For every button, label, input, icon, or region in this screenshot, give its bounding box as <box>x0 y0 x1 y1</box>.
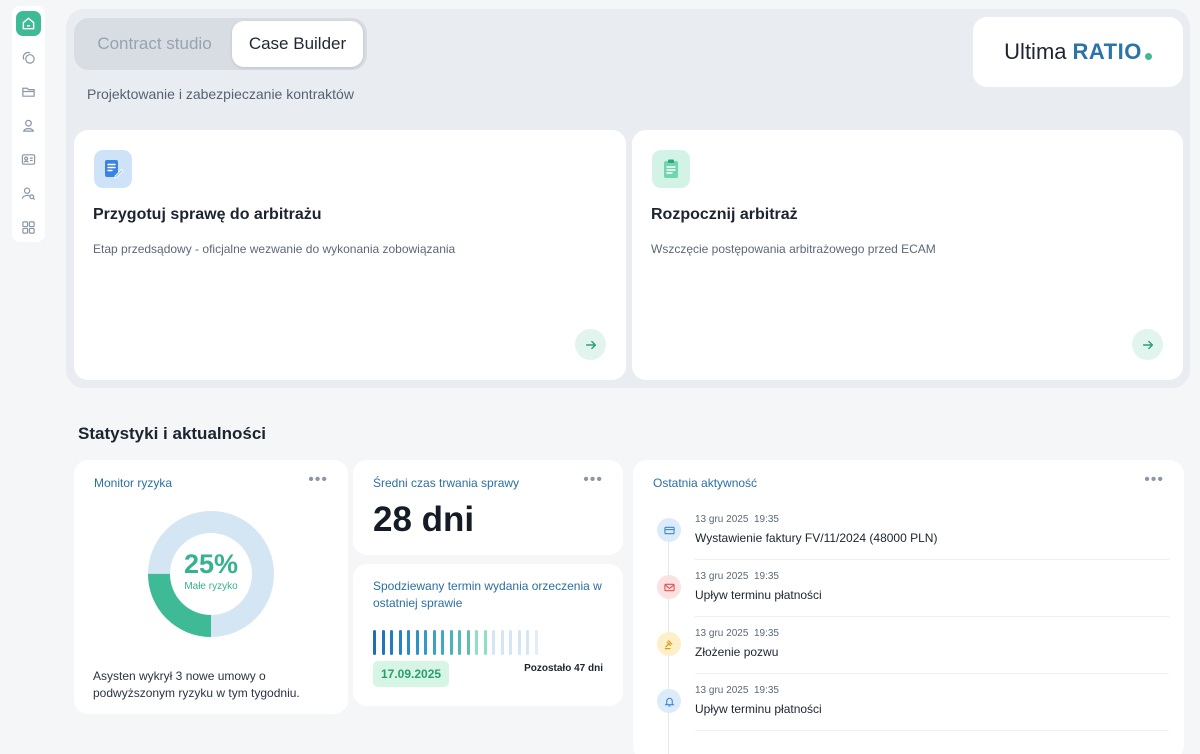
progress-bar-segment <box>500 630 504 655</box>
invoice-icon <box>657 518 681 542</box>
progress-bar-segment <box>398 630 402 655</box>
gavel-icon <box>657 632 681 656</box>
id-card-icon[interactable] <box>16 147 41 172</box>
expected-ruling-card: Spodziewany termin wydania orzeczenia w … <box>353 564 623 706</box>
progress-bar-segment <box>534 630 538 655</box>
folder-icon[interactable] <box>16 79 41 104</box>
activity-item[interactable]: 13 gru 2025 19:35 Upływ terminu płatnośc… <box>633 685 1184 742</box>
tab-case-builder[interactable]: Case Builder <box>232 21 363 67</box>
risk-status: Małe ryzyko <box>184 581 238 592</box>
mode-tabs: Contract studio Case Builder <box>74 18 367 70</box>
card-title: Przygotuj sprawę do arbitrażu <box>93 206 322 223</box>
case-builder-panel: Contract studio Case Builder Projektowan… <box>66 9 1190 388</box>
progress-bar-segment <box>475 630 478 655</box>
clipboard-icon <box>652 150 690 188</box>
progress-bar-segment <box>458 630 461 655</box>
progress-bar-segment <box>390 630 393 655</box>
user-search-icon[interactable] <box>16 181 41 206</box>
risk-monitor-card: Monitor ryzyka ••• 25% Małe ryzyko Asyst… <box>74 460 348 714</box>
progress-bar-segment <box>441 630 444 655</box>
activity-title: Złożenie pozwu <box>695 645 779 659</box>
progress-bar-segment <box>381 630 385 655</box>
activity-time: 13 gru 2025 19:35 <box>695 628 779 639</box>
progress-bar-segment <box>509 630 512 655</box>
progress-bar-segment <box>424 630 427 655</box>
apps-grid-icon[interactable] <box>16 215 41 240</box>
progress-bar-segment <box>466 630 470 655</box>
card-description: Etap przedsądowy - oficjalne wezwanie do… <box>93 242 456 256</box>
activity-item[interactable]: 13 gru 2025 19:35 Złożenie pozwu <box>633 628 1184 685</box>
progress-bar-segment <box>492 630 495 655</box>
activity-title: Upływ terminu płatności <box>695 702 822 716</box>
coins-icon[interactable] <box>16 45 41 70</box>
divider <box>695 730 1169 731</box>
tab-contract-studio[interactable]: Contract studio <box>97 34 212 53</box>
more-options-icon[interactable]: ••• <box>1144 471 1164 488</box>
prepare-arbitration-card[interactable]: Przygotuj sprawę do arbitrażu Etap przed… <box>74 130 626 380</box>
card-label: Spodziewany termin wydania orzeczenia w … <box>373 579 602 610</box>
logo-ratio: RATIO <box>1072 39 1142 64</box>
logo: Ultima RATIO <box>973 17 1183 87</box>
divider <box>695 559 1169 560</box>
progress-bar-segment <box>432 630 436 655</box>
user-icon[interactable] <box>16 113 41 138</box>
bell-icon <box>657 689 681 713</box>
logo-ultima: Ultima <box>1004 39 1067 64</box>
progress-bar-segment <box>517 630 521 655</box>
card-label: Średni czas trwania sprawy <box>373 476 520 490</box>
logo-dot <box>1144 52 1152 60</box>
recent-activity-card: Ostatnia aktywność ••• 13 gru 2025 19:35… <box>633 460 1184 754</box>
activity-item[interactable]: 13 gru 2025 19:35 Wystawienie faktury FV… <box>633 514 1184 571</box>
arrow-right-icon[interactable] <box>575 329 606 360</box>
more-options-icon[interactable]: ••• <box>308 471 328 488</box>
page-subtitle: Projektowanie i zabezpieczanie kontraktó… <box>87 86 354 102</box>
document-edit-icon <box>94 150 132 188</box>
progress-bar-segment <box>373 630 376 655</box>
sidebar <box>12 6 45 242</box>
activity-title: Wystawienie faktury FV/11/2024 (48000 PL… <box>695 531 938 545</box>
expected-date-badge: 17.09.2025 <box>373 661 450 687</box>
activity-time: 13 gru 2025 19:35 <box>695 571 779 582</box>
card-description: Wszczęcie postępowania arbitrażowego prz… <box>651 242 936 256</box>
activity-time: 13 gru 2025 19:35 <box>695 514 779 525</box>
progress-bar-segment <box>526 630 529 655</box>
card-label: Monitor ryzyka <box>94 476 173 490</box>
progress-bar-segment <box>483 630 487 655</box>
avg-duration-card: Średni czas trwania sprawy ••• 28 dni <box>353 460 623 555</box>
remaining-days: Pozostało 47 dni <box>524 663 603 674</box>
donut-risk-arc <box>148 511 274 637</box>
ruling-progress-bars <box>373 630 538 655</box>
divider <box>695 673 1169 674</box>
avg-duration-value: 28 dni <box>373 500 475 539</box>
risk-donut-chart <box>148 511 274 637</box>
divider <box>695 616 1169 617</box>
progress-bar-segment <box>415 630 419 655</box>
progress-bar-segment <box>449 630 453 655</box>
mail-icon <box>657 575 681 599</box>
activity-item[interactable]: 13 gru 2025 19:35 Upływ terminu płatnośc… <box>633 571 1184 628</box>
more-options-icon[interactable]: ••• <box>583 471 603 488</box>
section-title: Statystyki i aktualności <box>78 424 267 443</box>
risk-percent: 25% <box>183 549 239 579</box>
activity-title: Upływ terminu płatności <box>695 588 822 602</box>
start-arbitration-card[interactable]: Rozpocznij arbitraż Wszczęcie postępowan… <box>632 130 1183 380</box>
progress-bar-segment <box>407 630 410 655</box>
card-title: Rozpocznij arbitraż <box>651 206 798 223</box>
home-icon[interactable] <box>16 11 41 36</box>
card-label: Ostatnia aktywność <box>653 476 758 490</box>
activity-time: 13 gru 2025 19:35 <box>695 685 779 696</box>
risk-note: Asysten wykrył 3 nowe umowy o podwyższon… <box>93 669 300 700</box>
arrow-right-icon[interactable] <box>1132 329 1163 360</box>
